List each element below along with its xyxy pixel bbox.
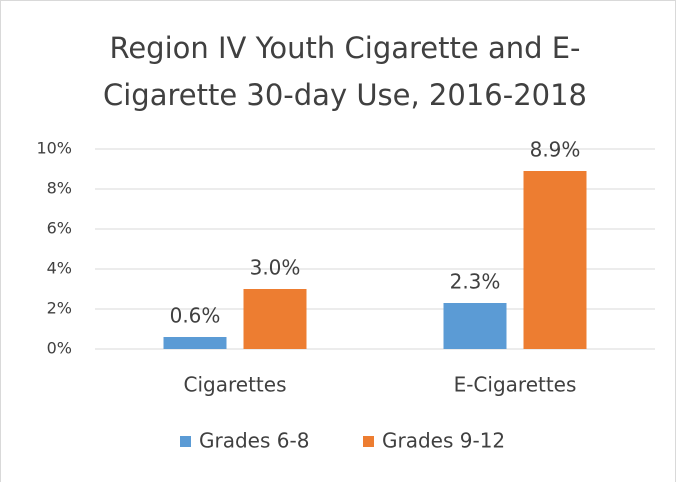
chart-title: Cigarette 30-day Use, 2016-2018 <box>103 78 587 112</box>
x-tick-label: Cigarettes <box>184 373 287 397</box>
y-tick-label: 2% <box>47 299 72 318</box>
x-tick-label: E-Cigarettes <box>454 373 577 397</box>
y-tick-label: 4% <box>47 259 72 278</box>
bar <box>443 303 507 349</box>
value-label: 3.0% <box>250 256 301 280</box>
bar <box>163 337 227 349</box>
y-tick-label: 0% <box>47 339 72 358</box>
chart-title: Region IV Youth Cigarette and E- <box>109 31 580 65</box>
legend-label: Grades 6-8 <box>199 429 309 453</box>
value-label: 0.6% <box>170 304 221 328</box>
legend-swatch <box>363 436 374 447</box>
y-tick-label: 10% <box>36 139 72 158</box>
legend-swatch <box>180 436 191 447</box>
bar <box>523 171 587 349</box>
y-tick-label: 8% <box>47 179 72 198</box>
bar <box>243 289 307 349</box>
y-tick-label: 6% <box>47 219 72 238</box>
value-label: 8.9% <box>530 138 581 162</box>
value-label: 2.3% <box>450 270 501 294</box>
legend-label: Grades 9-12 <box>382 429 505 453</box>
